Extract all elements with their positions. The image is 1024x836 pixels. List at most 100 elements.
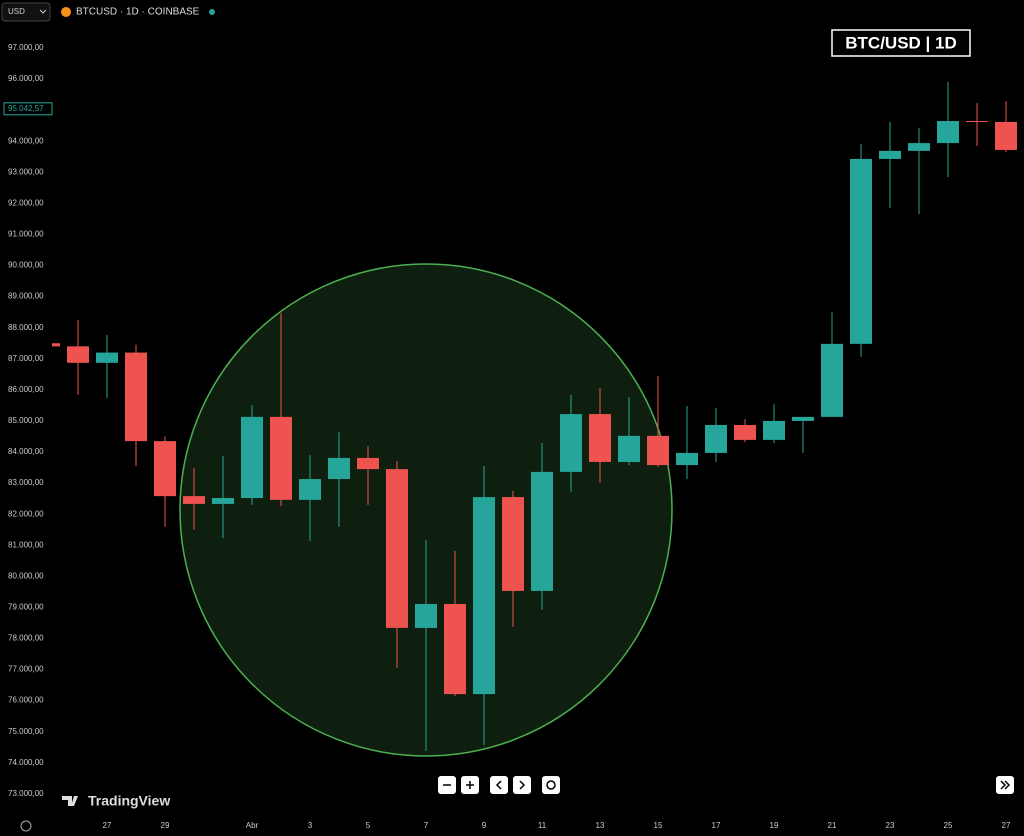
y-tick-label: 93.000,00 (8, 167, 44, 176)
candle-body (96, 352, 118, 363)
candle-body (792, 416, 814, 421)
candle-body (676, 452, 698, 466)
y-tick-label: 82.000,00 (8, 509, 44, 518)
highlight-circle (179, 263, 673, 757)
top-bar: USD BTCUSD · 1D · COINBASE (1, 2, 215, 22)
x-tick-label: 7 (424, 821, 429, 830)
x-tick-label: 3 (308, 821, 313, 830)
y-tick-label: 76.000,00 (8, 696, 44, 705)
currency-box[interactable] (1, 2, 51, 22)
nav-buttons (438, 776, 1014, 794)
reset-icon (546, 780, 556, 790)
candle-body (763, 420, 785, 440)
scroll-left-button[interactable] (490, 776, 508, 794)
candle-body (705, 424, 727, 453)
candle-body (821, 343, 843, 417)
candle-body (241, 416, 263, 499)
y-tick-label: 83.000,00 (8, 478, 44, 487)
dropdown-icon (39, 9, 47, 14)
candle-body (386, 469, 408, 628)
y-tick-label: 81.000,00 (8, 540, 44, 549)
brand-logo (62, 796, 78, 806)
candle-body (531, 471, 553, 591)
left-icon (495, 780, 502, 790)
right-icon (519, 780, 526, 790)
candle-body (299, 479, 321, 500)
y-tick-label: 89.000,00 (8, 292, 44, 301)
candle-body (937, 121, 959, 144)
candle-body (502, 497, 524, 591)
candle-body (995, 121, 1017, 150)
end-icon (1000, 780, 1011, 790)
y-tick-label: 77.000,00 (8, 665, 44, 674)
y-tick-label: 92.000,00 (8, 198, 44, 207)
y-tick-label: 97.000,00 (8, 43, 44, 52)
x-tick-label: 29 (161, 821, 170, 830)
candle-body (560, 414, 582, 472)
candle-body (966, 121, 988, 123)
candle-body (879, 150, 901, 159)
x-tick-label: 21 (828, 821, 837, 830)
candle-body (270, 416, 292, 500)
x-tick-label: 27 (103, 821, 112, 830)
x-tick-label: 27 (1002, 821, 1011, 830)
y-tick-label: 80.000,00 (8, 571, 44, 580)
y-tick-label: 87.000,00 (8, 354, 44, 363)
candle-body (67, 346, 89, 363)
y-tick-label: 94.000,00 (8, 136, 44, 145)
x-tick-label: 9 (482, 821, 487, 830)
candle-body (850, 158, 872, 344)
candle-body (473, 497, 495, 695)
candle-body (734, 424, 756, 440)
chart-title: BTC/USD | 1D (845, 33, 957, 52)
reset-button[interactable] (542, 776, 560, 794)
y-tick-label: 90.000,00 (8, 261, 44, 270)
y-tick-label: 78.000,00 (8, 634, 44, 643)
candle-body (357, 457, 379, 470)
plot (52, 81, 1017, 751)
x-tick-label: 13 (596, 821, 605, 830)
candle-body (154, 441, 176, 497)
candle-body (618, 435, 640, 462)
x-tick-label: 25 (944, 821, 953, 830)
candle-body (52, 343, 60, 347)
last-price-label: 95.042,57 (8, 104, 44, 113)
x-tick-label: 23 (886, 821, 895, 830)
candle-body (183, 496, 205, 504)
candle-body (647, 435, 669, 466)
plus-icon (466, 781, 474, 789)
y-tick-label: 85.000,00 (8, 416, 44, 425)
settings-icon[interactable] (20, 820, 32, 832)
symbol: BTCUSD · 1D · COINBASE (76, 7, 200, 18)
last-price-box (3, 102, 53, 116)
y-tick-label: 79.000,00 (8, 603, 44, 612)
btc-icon (61, 7, 71, 17)
y-tick-label: 75.000,00 (8, 727, 44, 736)
candle-body (908, 143, 930, 151)
candle-body (444, 603, 466, 695)
candle-body (328, 457, 350, 480)
y-tick-label: 73.000,00 (8, 789, 44, 798)
brand-name: TradingView (88, 793, 170, 809)
candle-body (589, 414, 611, 462)
candle-body (125, 352, 147, 442)
y-tick-label: 88.000,00 (8, 323, 44, 332)
x-tick-label: 15 (654, 821, 663, 830)
x-tick-label: 19 (770, 821, 779, 830)
x-tick-label: Abr (246, 821, 259, 830)
y-tick-label: 86.000,00 (8, 385, 44, 394)
candle-body (415, 603, 437, 628)
y-tick-label: 96.000,00 (8, 74, 44, 83)
y-tick-label: 74.000,00 (8, 758, 44, 767)
title-box (831, 29, 971, 57)
y-tick-label: 91.000,00 (8, 230, 44, 239)
brand: TradingView (62, 793, 170, 809)
status-dot (209, 9, 215, 15)
x-tick-label: 5 (366, 821, 371, 830)
x-tick-label: 11 (538, 821, 547, 830)
scroll-right-button[interactable] (513, 776, 531, 794)
x-tick-label: 17 (712, 821, 721, 830)
currency: USD (8, 7, 25, 16)
